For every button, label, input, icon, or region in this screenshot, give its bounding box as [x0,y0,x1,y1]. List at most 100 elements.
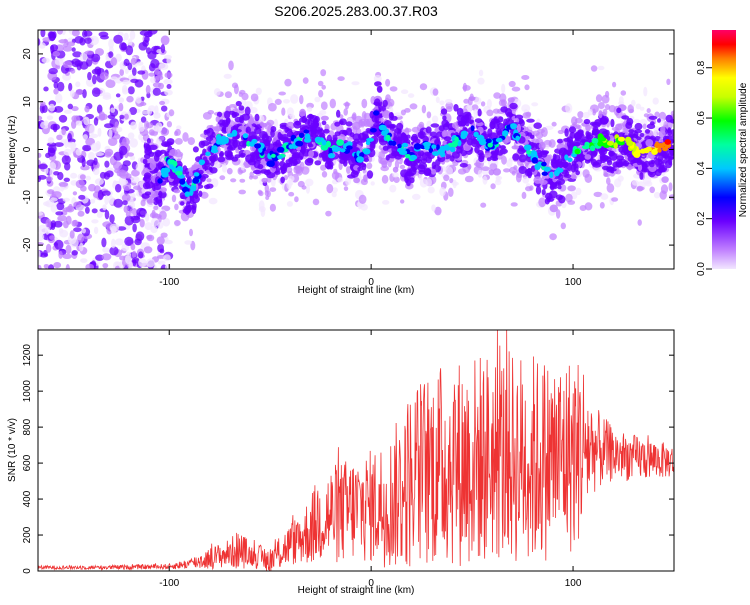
heatmap-cell [319,132,326,139]
heatmap-cell [65,215,72,225]
heatmap-cell [442,115,447,121]
heatmap-cell [371,114,380,123]
heatmap-cell [444,99,453,104]
heatmap-cell [303,129,310,134]
heatmap-cell [555,209,561,219]
heatmap-cell [224,91,232,99]
heatmap-cell [369,141,376,150]
heatmap-cell [84,37,92,44]
heatmap-cell [79,52,88,63]
heatmap-cell [478,138,487,146]
heatmap-cell [161,141,170,147]
heatmap-cell [577,111,584,119]
heatmap-cell [597,102,605,109]
heatmap-cell [121,42,127,51]
heatmap-cell [288,144,294,150]
heatmap-cell [38,42,46,49]
heatmap-cell [654,111,660,118]
heatmap-cell [70,68,76,74]
heatmap-cell [69,237,79,248]
heatmap-cell [421,104,427,114]
heatmap-cell [515,172,522,183]
heatmap-cell [668,156,673,166]
heatmap-cell [517,145,525,152]
heatmap-cell [514,117,520,124]
heatmap-cell [645,139,654,147]
heatmap-cell [38,152,42,158]
heatmap-cell [48,103,55,112]
heatmap-cell [257,164,264,170]
heatmap-cell [205,151,211,156]
heatmap-cell [314,136,323,143]
heatmap-cell [361,98,368,109]
heatmap-cell [142,181,151,190]
heatmap-cell [175,170,183,176]
heatmap-cell [158,63,169,70]
heatmap-cell [473,97,482,105]
heatmap-cell [254,113,260,122]
heatmap-cell [230,178,237,183]
heatmap-cell [597,65,605,71]
heatmap-cell [565,193,573,203]
heatmap-cell [182,132,189,142]
heatmap-cell [142,158,148,165]
heatmap-cell [373,74,382,83]
heatmap-cell [381,110,391,119]
heatmap-cell [50,44,59,52]
heatmap-cell [38,38,41,46]
heatmap-cell [292,151,301,159]
heatmap-cell [531,102,539,107]
heatmap-cell [511,86,521,92]
heatmap-cell [474,145,480,154]
heatmap-cell [525,186,533,192]
heatmap-cell [463,98,470,104]
heatmap-cell [66,141,77,148]
heatmap-cell [138,124,145,132]
heatmap-cell [332,187,338,194]
heatmap-cell [49,168,55,178]
heatmap-cell [344,101,350,110]
heatmap-cell [394,112,402,117]
heatmap-cell [160,35,170,46]
heatmap-cell [319,110,327,115]
heatmap-cell [312,118,319,124]
heatmap-cell [434,138,440,145]
heatmap-cell [213,88,221,96]
heatmap-cell [38,250,41,259]
heatmap-cell [492,168,501,176]
heatmap-cell [79,61,89,70]
heatmap-cell [277,131,282,140]
heatmap-cell [102,263,109,269]
heatmap-cell [606,177,611,185]
heatmap-cell [306,124,313,129]
heatmap-cell [109,214,115,224]
heatmap-cell [220,135,227,141]
heatmap-cell [531,157,538,164]
heatmap-cell [242,133,249,139]
heatmap-cell [237,144,243,151]
heatmap-cell [597,141,604,147]
heatmap-cell [628,108,635,113]
heatmap-cell [639,171,644,180]
heatmap-cell [400,150,408,155]
figure-title: S206.2025.283.00.37.R03 [274,3,438,19]
heatmap-cell [104,210,110,220]
heatmap-cell [389,184,397,193]
heatmap-cell [130,215,140,221]
heatmap-cell [431,115,439,124]
heatmap-cell [121,193,131,202]
heatmap-cell [652,97,659,105]
heatmap-cell [574,131,581,140]
heatmap-cell [96,211,103,218]
heatmap-cell [159,248,165,254]
heatmap-cell [299,94,304,105]
heatmap-cell [374,81,382,87]
heatmap-cell [75,120,83,126]
heatmap-cell [149,212,159,219]
heatmap-cell [125,45,134,56]
snr-line [38,330,674,571]
heatmap-cell [248,117,254,125]
heatmap-cell [130,243,136,251]
heatmap-cell [240,164,245,171]
